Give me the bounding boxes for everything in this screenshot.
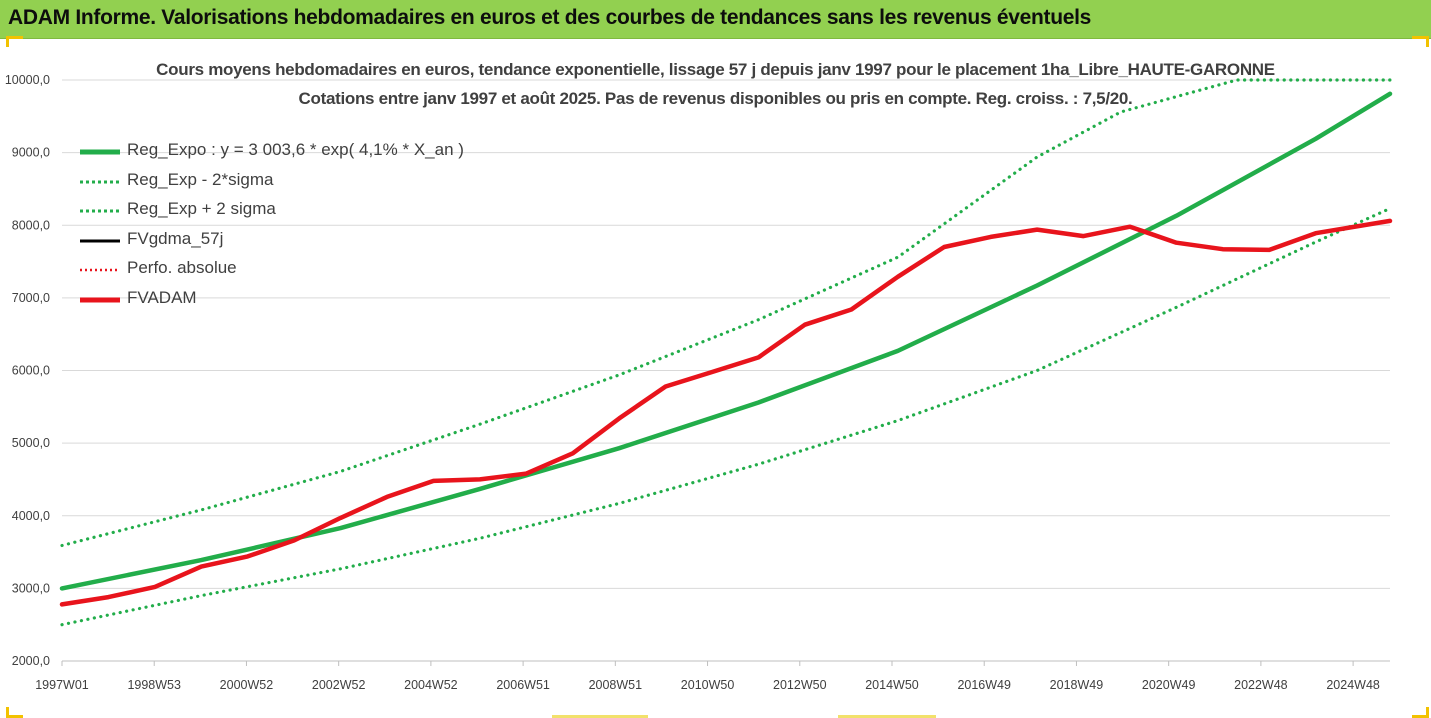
legend-label: Reg_Exp - 2*sigma [127, 169, 274, 189]
legend-label: Reg_Exp + 2 sigma [127, 199, 276, 219]
frame-corner-top-left [6, 36, 23, 47]
x-tick-label: 2008W51 [589, 678, 643, 692]
x-tick-label: 2024W48 [1326, 678, 1380, 692]
x-tick-label: 2000W52 [220, 678, 274, 692]
sheet-tab-marker [552, 715, 648, 718]
legend-label: FVADAM [127, 287, 197, 307]
header-banner: ADAM Informe. Valorisations hebdomadaire… [0, 0, 1431, 39]
legend-swatch-dotted-green [80, 209, 120, 213]
series-line-0 [59, 91, 1393, 591]
sheet-tab-marker [838, 715, 936, 718]
y-tick-label: 9000,0 [12, 146, 50, 160]
x-tick-label: 1998W53 [127, 678, 181, 692]
series-line-2 [60, 78, 1392, 548]
legend-swatch-dotted-red [80, 269, 120, 272]
y-tick-label: 10000,0 [5, 73, 50, 87]
series-line-1 [60, 206, 1392, 627]
x-tick-label: 2018W49 [1050, 678, 1104, 692]
legend-label: Reg_Expo : y = 3 003,6 * exp( 4,1% * X_a… [127, 140, 464, 159]
series-line-5 [59, 218, 1393, 607]
x-tick-label: 2014W50 [865, 678, 919, 692]
y-axis-ticks: 2000,0 3000,0 4000,0 5000,0 6000,0 7000,0 8000… [5, 73, 50, 668]
report-title: ADAM Informe. Valorisations hebdomadaire… [8, 6, 1092, 29]
series-lines [59, 78, 1393, 627]
legend-label: Perfo. absolue [127, 258, 237, 278]
frame-corner-top-right [1412, 36, 1429, 47]
x-tick-label: 2006W51 [496, 678, 550, 692]
x-tick-label: 2002W52 [312, 678, 366, 692]
y-tick-label: 2000,0 [12, 654, 50, 668]
legend-swatch-solid-black [80, 239, 120, 243]
x-tick-label: 2020W49 [1142, 678, 1196, 692]
y-tick-label: 6000,0 [12, 364, 50, 378]
y-tick-label: 3000,0 [12, 581, 50, 595]
legend-swatch-dotted-green [80, 180, 120, 184]
x-tick-label: 1997W01 [35, 678, 89, 692]
chart-title-line2: Cotations entre janv 1997 et août 2025. … [298, 89, 1133, 108]
y-tick-label: 7000,0 [12, 291, 50, 305]
frame-corner-bottom-right [1412, 707, 1429, 718]
x-tick-label: 2012W50 [773, 678, 827, 692]
chart-title-line1: Cours moyens hebdomadaires en euros, ten… [156, 60, 1275, 79]
y-tick-label: 8000,0 [12, 218, 50, 232]
gridlines [62, 79, 1390, 662]
y-tick-label: 5000,0 [12, 436, 50, 450]
legend-swatch-solid-green [80, 149, 120, 155]
x-tick-label: 2004W52 [404, 678, 458, 692]
x-axis-ticks: 1997W01 1998W53 2000W52 2002W52 2004W52 2006W… [35, 661, 1380, 692]
legend-label: FVgdma_57j [127, 228, 224, 248]
x-tick-label: 2010W50 [681, 678, 735, 692]
y-tick-label: 4000,0 [12, 509, 50, 523]
frame-corner-bottom-left [6, 707, 23, 718]
x-tick-label: 2022W48 [1234, 678, 1288, 692]
legend-swatch-solid-red [80, 297, 120, 303]
x-tick-label: 2016W49 [957, 678, 1011, 692]
